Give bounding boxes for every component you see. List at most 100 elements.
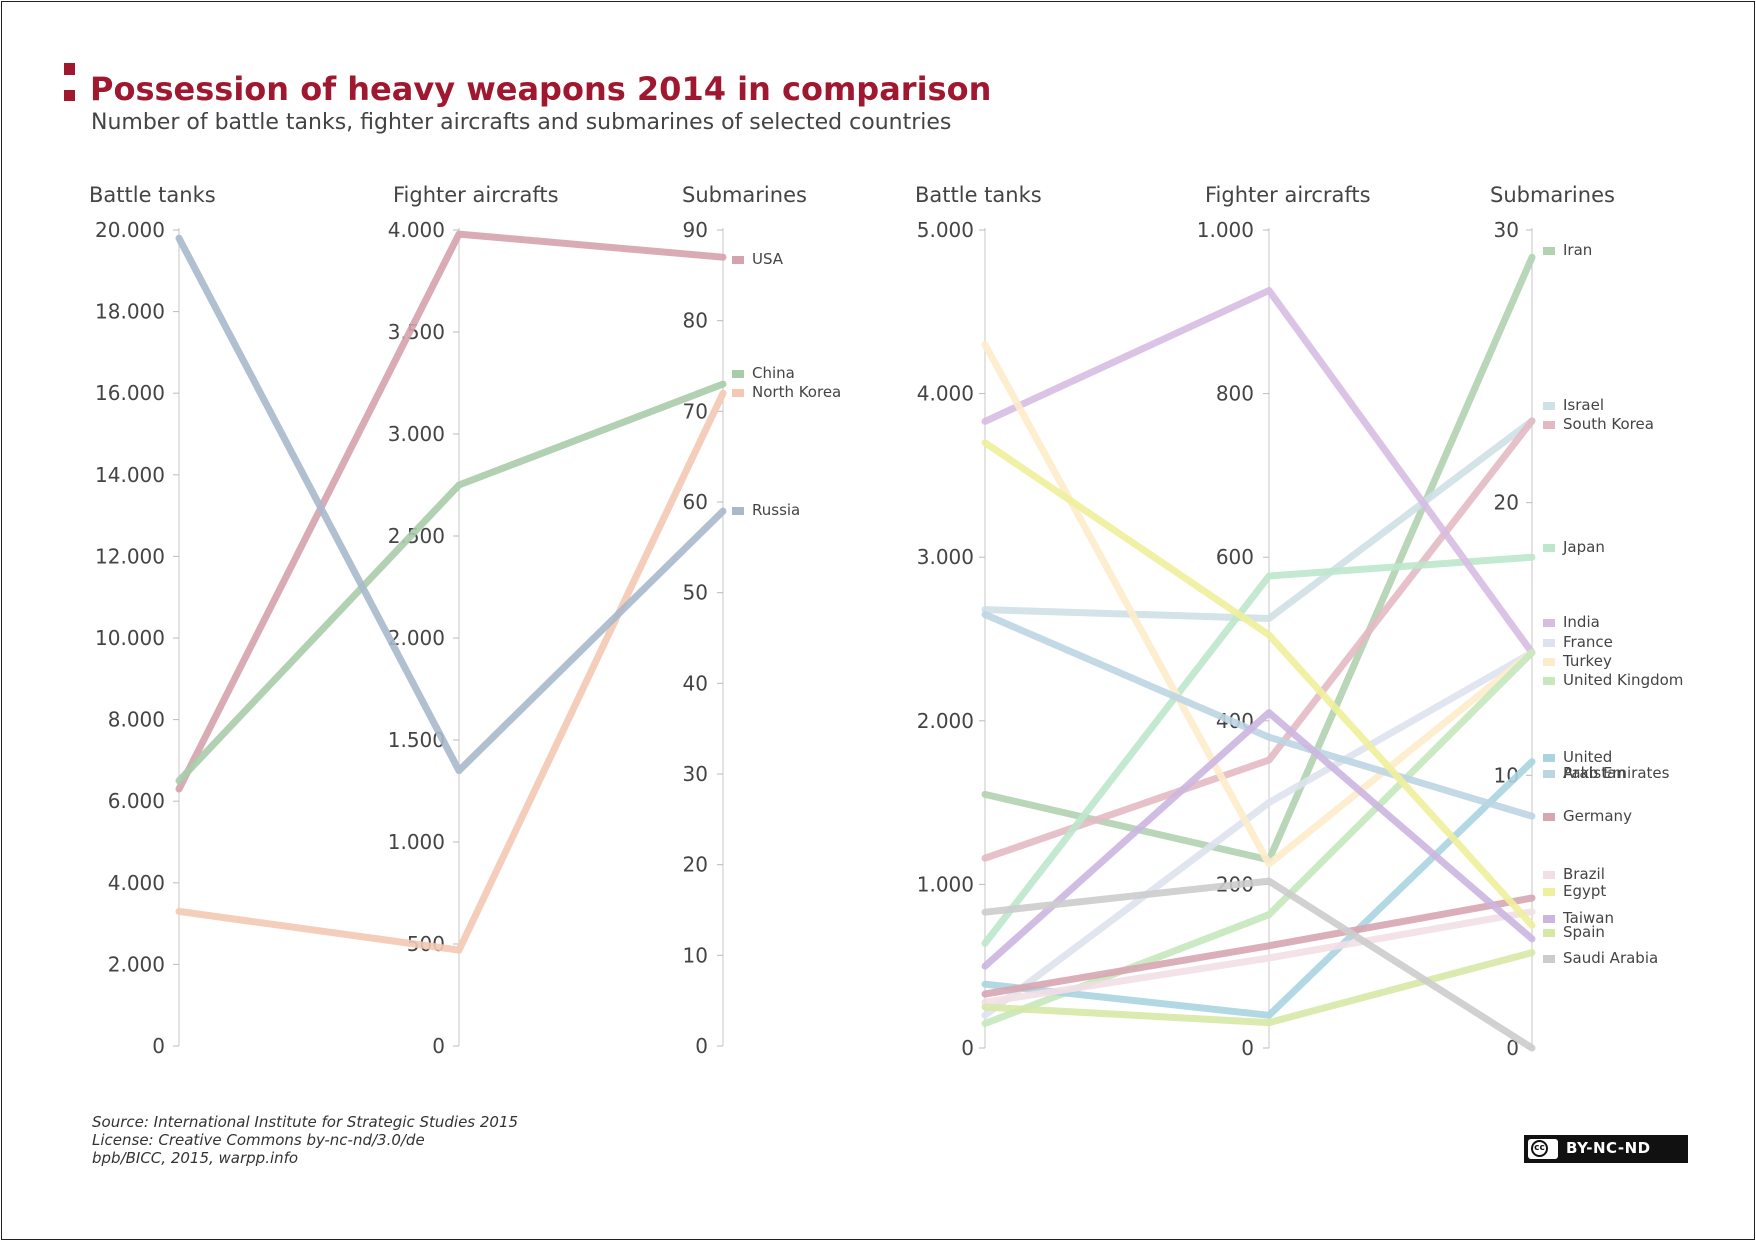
series-line-1-3 <box>981 553 1536 947</box>
series-line-1-12 <box>981 439 1536 929</box>
axis-title-1-0: Battle tanks <box>915 183 1042 207</box>
tick-label-1-0-3: 3.000 <box>917 545 974 569</box>
legend-label-1-13-0: Taiwan <box>1562 909 1614 927</box>
legend-label-1-5-0: France <box>1563 633 1613 651</box>
cc-icon-label: cc <box>1531 1140 1548 1157</box>
tick-label-0-1-8: 4.000 <box>388 218 445 242</box>
legend-swatch-1-7 <box>1543 677 1555 685</box>
tick-label-0-2-8: 80 <box>683 309 708 333</box>
axis-title-1-2: Submarines <box>1490 183 1615 207</box>
series-line-1-10 <box>981 894 1536 998</box>
legend-swatch-1-13 <box>1543 915 1555 923</box>
legend-label-1-1-0: Israel <box>1563 396 1604 414</box>
legend-swatch-1-14 <box>1543 929 1555 937</box>
legend-label-1-11-0: Brazil <box>1563 865 1605 883</box>
axis-title-0-0: Battle tanks <box>89 183 216 207</box>
legend-label-1-9-0: Pakistan <box>1563 764 1626 782</box>
tick-label-0-2-5: 50 <box>683 581 708 605</box>
legend-label-1-10-0: Germany <box>1563 807 1632 825</box>
legend-swatch-1-3 <box>1543 544 1555 552</box>
tick-label-1-1-4: 800 <box>1216 382 1254 406</box>
tick-label-0-0-7: 14.000 <box>95 463 165 487</box>
legend-swatch-1-1 <box>1543 402 1555 410</box>
legend-label-0-1-0: China <box>752 364 795 382</box>
source-notes: Source: International Institute for Stra… <box>92 1113 518 1167</box>
legend-label-1-2-0: South Korea <box>1563 415 1654 433</box>
tick-label-0-2-0: 0 <box>695 1034 708 1058</box>
title-marker-top <box>64 63 75 75</box>
tick-label-1-1-5: 1.000 <box>1197 218 1254 242</box>
page-subtitle: Number of battle tanks, fighter aircraft… <box>91 110 952 135</box>
tick-label-0-0-4: 8.000 <box>108 708 165 732</box>
tick-label-1-0-5: 5.000 <box>917 218 974 242</box>
series-line-0-2 <box>175 389 727 954</box>
legend-swatch-0-0 <box>732 256 744 264</box>
credit-line: bpb/BICC, 2015, warpp.info <box>92 1149 299 1167</box>
tick-label-1-1-3: 600 <box>1216 545 1254 569</box>
series-line-1-15 <box>981 877 1536 1052</box>
legend-label-1-0-0: Iran <box>1563 241 1592 259</box>
series-line-1-5 <box>981 649 1536 1019</box>
legend-swatch-1-4 <box>1543 619 1555 627</box>
legend-label-1-6-0: Turkey <box>1562 652 1612 670</box>
legend-label-1-7-0: United Kingdom <box>1563 671 1683 689</box>
legend-swatch-1-11 <box>1543 871 1555 879</box>
tick-label-0-2-2: 20 <box>683 853 708 877</box>
tick-label-1-2-0: 0 <box>1506 1036 1519 1060</box>
legend-swatch-1-9 <box>1543 770 1555 778</box>
legend-label-0-3-0: Russia <box>752 501 800 519</box>
tick-label-1-0-0: 0 <box>961 1036 974 1060</box>
legend-label-0-0-0: USA <box>752 250 784 268</box>
page-title: Possession of heavy weapons 2014 in comp… <box>90 70 992 108</box>
tick-label-0-2-6: 60 <box>683 490 708 514</box>
tick-label-0-0-1: 2.000 <box>108 952 165 976</box>
legend-swatch-0-3 <box>732 507 744 515</box>
series-line-0-1 <box>175 380 727 785</box>
tick-label-0-2-1: 10 <box>683 943 708 967</box>
tick-label-1-0-1: 1.000 <box>917 872 974 896</box>
legend-swatch-1-5 <box>1543 639 1555 647</box>
tick-label-1-2-3: 30 <box>1494 218 1519 242</box>
title-marker-bottom <box>64 90 75 101</box>
legend-label-1-14-0: Spain <box>1563 923 1605 941</box>
tick-label-0-1-0: 0 <box>432 1034 445 1058</box>
legend-label-1-8-1: Arab Emirates <box>1563 764 1670 782</box>
tick-label-0-2-4: 40 <box>683 671 708 695</box>
legend-swatch-1-0 <box>1543 247 1555 255</box>
axis-title-0-2: Submarines <box>682 183 807 207</box>
license-badge-label: BY-NC-ND <box>1566 1139 1651 1157</box>
tick-label-0-0-0: 0 <box>152 1034 165 1058</box>
legend-label-1-12-0: Egypt <box>1563 882 1606 900</box>
tick-label-1-2-2: 20 <box>1494 491 1519 515</box>
series-line-1-11 <box>981 908 1536 1006</box>
tick-label-0-2-9: 90 <box>683 218 708 242</box>
tick-label-0-1-6: 3.000 <box>388 422 445 446</box>
axis-title-1-1: Fighter aircrafts <box>1205 183 1371 207</box>
tick-label-0-0-8: 16.000 <box>95 381 165 405</box>
tick-label-0-2-3: 30 <box>683 762 708 786</box>
license-badge[interactable]: cc BY-NC-ND <box>1524 1135 1688 1163</box>
source-line: Source: International Institute for Stra… <box>92 1113 519 1131</box>
legend-swatch-1-12 <box>1543 888 1555 896</box>
axis-title-0-1: Fighter aircrafts <box>393 183 559 207</box>
series-line-1-1 <box>981 417 1536 622</box>
tick-label-0-1-2: 1.000 <box>388 830 445 854</box>
tick-label-1-1-0: 0 <box>1241 1036 1254 1060</box>
series-line-0-0 <box>175 230 727 793</box>
legend-swatch-0-1 <box>732 370 744 378</box>
tick-label-1-0-4: 4.000 <box>917 382 974 406</box>
tick-label-0-0-6: 12.000 <box>95 544 165 568</box>
series-line-1-8 <box>981 758 1536 1019</box>
legend-label-0-2-0: North Korea <box>752 383 841 401</box>
tick-label-0-0-9: 18.000 <box>95 300 165 324</box>
tick-label-1-0-2: 2.000 <box>917 709 974 733</box>
tick-label-0-0-2: 4.000 <box>108 871 165 895</box>
legend-swatch-1-6 <box>1543 658 1555 666</box>
series-line-0-3 <box>175 234 727 775</box>
tick-label-0-0-3: 6.000 <box>108 789 165 813</box>
legend-label-1-15-0: Saudi Arabia <box>1563 949 1658 967</box>
series-line-1-9 <box>981 611 1536 820</box>
tick-label-0-2-7: 70 <box>683 399 708 423</box>
